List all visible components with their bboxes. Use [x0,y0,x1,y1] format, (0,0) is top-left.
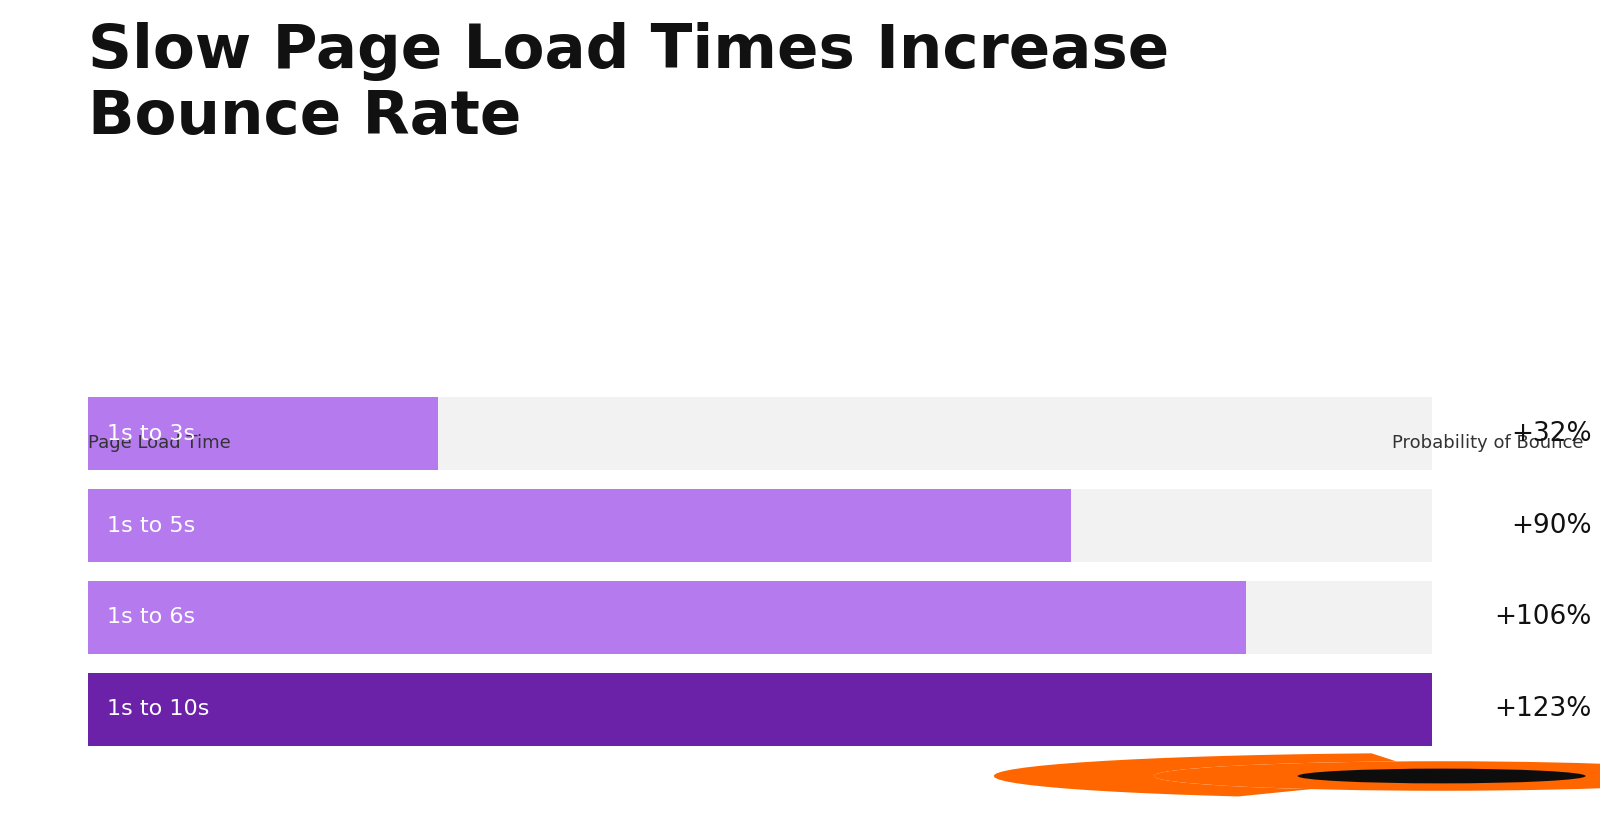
Text: SEMRUSH: SEMRUSH [1390,762,1544,790]
Bar [88,397,438,471]
Text: Page Load Time: Page Load Time [88,434,230,452]
Text: 1s to 5s: 1s to 5s [107,516,195,535]
Text: 1s to 10s: 1s to 10s [107,699,210,719]
Polygon shape [994,753,1397,797]
Circle shape [1154,761,1600,791]
Text: +90%: +90% [1512,512,1592,538]
Bar [88,581,1246,654]
Text: 1s to 3s: 1s to 3s [107,424,195,444]
Text: +123%: +123% [1494,696,1592,722]
Text: 1s to 6s: 1s to 6s [107,607,195,627]
Bar [88,489,1432,562]
Bar [88,397,1432,471]
Text: +106%: +106% [1494,605,1592,631]
Bar [88,581,1432,654]
Bar [88,489,1072,562]
Text: semrush.com: semrush.com [64,767,186,785]
Bar [88,672,1432,746]
Text: Probability of Bounce: Probability of Bounce [1392,434,1584,452]
Text: Slow Page Load Times Increase
Bounce Rate: Slow Page Load Times Increase Bounce Rat… [88,22,1170,147]
Text: +32%: +32% [1512,421,1592,447]
Circle shape [1298,769,1586,784]
Bar [88,672,1432,746]
